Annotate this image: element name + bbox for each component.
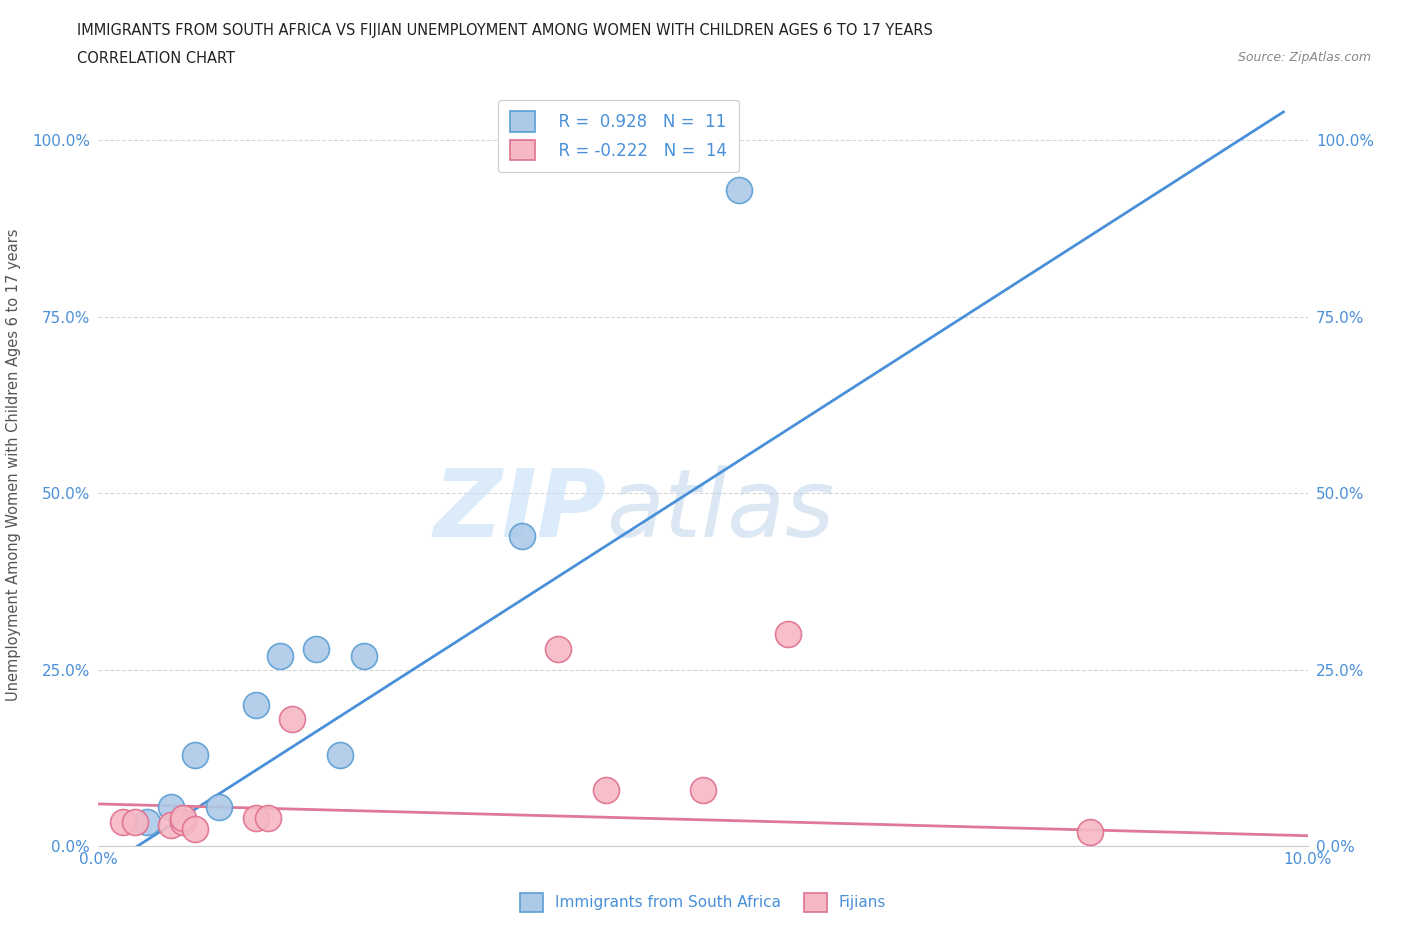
Point <box>692 782 714 797</box>
Text: Source: ZipAtlas.com: Source: ZipAtlas.com <box>1237 51 1371 64</box>
Y-axis label: Unemployment Among Women with Children Ages 6 to 17 years: Unemployment Among Women with Children A… <box>6 229 21 701</box>
Point <box>208 800 231 815</box>
Legend: Immigrants from South Africa, Fijians: Immigrants from South Africa, Fijians <box>513 887 893 918</box>
Point <box>111 814 134 829</box>
Point <box>329 747 352 762</box>
Point <box>1078 825 1101 840</box>
Point <box>353 648 375 663</box>
Point <box>172 814 194 829</box>
Point <box>256 811 278 826</box>
Point <box>160 817 183 832</box>
Point <box>160 800 183 815</box>
Point <box>172 811 194 826</box>
Point <box>245 698 267 712</box>
Text: CORRELATION CHART: CORRELATION CHART <box>77 51 235 66</box>
Point <box>728 182 751 197</box>
Point <box>305 641 328 656</box>
Point <box>184 747 207 762</box>
Legend:   R =  0.928   N =  11,   R = -0.222   N =  14: R = 0.928 N = 11, R = -0.222 N = 14 <box>498 100 738 172</box>
Text: atlas: atlas <box>606 465 835 556</box>
Point <box>281 711 304 726</box>
Point <box>510 528 533 543</box>
Point <box>269 648 291 663</box>
Point <box>124 814 146 829</box>
Point <box>184 821 207 836</box>
Text: ZIP: ZIP <box>433 465 606 557</box>
Point <box>547 641 569 656</box>
Point <box>595 782 617 797</box>
Point <box>776 627 799 642</box>
Text: IMMIGRANTS FROM SOUTH AFRICA VS FIJIAN UNEMPLOYMENT AMONG WOMEN WITH CHILDREN AG: IMMIGRANTS FROM SOUTH AFRICA VS FIJIAN U… <box>77 23 934 38</box>
Point <box>245 811 267 826</box>
Point <box>135 814 157 829</box>
